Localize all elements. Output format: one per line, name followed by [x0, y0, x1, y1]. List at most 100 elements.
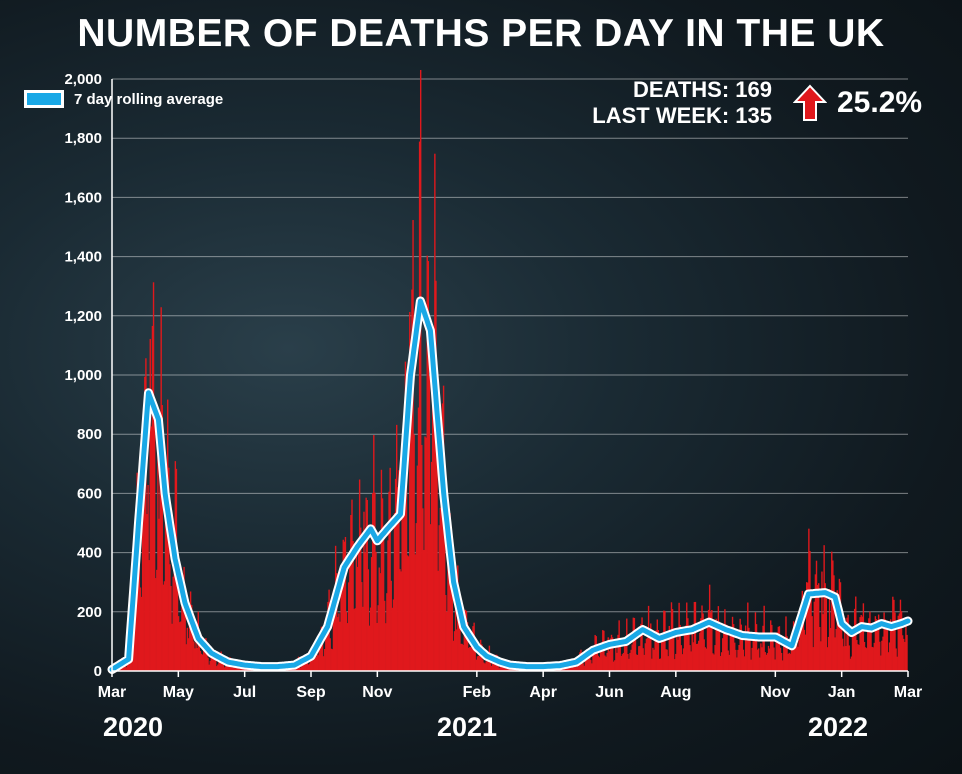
daily-bar	[316, 654, 318, 671]
daily-bar	[471, 646, 473, 671]
daily-bar	[180, 621, 182, 671]
daily-bar	[577, 661, 579, 671]
daily-bar	[905, 620, 907, 671]
daily-bar	[755, 624, 758, 671]
daily-bar	[598, 657, 601, 671]
daily-bar	[418, 141, 421, 671]
daily-bar	[314, 657, 316, 671]
daily-bar	[466, 622, 469, 671]
daily-bar	[144, 376, 146, 671]
daily-bar	[768, 648, 771, 671]
daily-bar	[611, 637, 614, 671]
daily-bar	[196, 648, 198, 671]
daily-bar	[366, 499, 368, 671]
y-tick-label: 2,000	[64, 71, 102, 88]
daily-bar	[775, 636, 777, 671]
x-tick-label: Nov	[760, 684, 790, 701]
change-indicator: 25.2%	[793, 84, 922, 122]
daily-bar	[465, 610, 468, 671]
daily-bar	[684, 625, 687, 671]
daily-bar	[713, 654, 715, 671]
daily-bar	[467, 647, 470, 671]
daily-bar	[841, 638, 844, 671]
daily-bar	[824, 583, 826, 671]
daily-bar	[183, 566, 185, 671]
daily-bar	[353, 609, 355, 671]
daily-bar	[162, 584, 165, 671]
daily-bar	[417, 407, 420, 671]
daily-bar	[210, 649, 213, 671]
daily-bar	[599, 651, 602, 671]
daily-bar	[126, 660, 129, 671]
daily-bar	[403, 457, 406, 671]
daily-bar	[825, 598, 828, 671]
change-percent: 25.2%	[837, 86, 923, 119]
daily-bar	[375, 551, 377, 671]
daily-bar	[156, 569, 158, 671]
daily-bar	[402, 432, 404, 671]
daily-bar	[373, 435, 375, 671]
daily-bar	[829, 627, 832, 671]
daily-bar	[125, 667, 127, 671]
daily-bar	[600, 642, 603, 671]
daily-bar	[862, 603, 865, 671]
daily-bar	[708, 584, 711, 671]
daily-bar	[440, 462, 443, 671]
daily-bar	[858, 644, 860, 671]
daily-bar	[483, 662, 485, 671]
daily-bar	[690, 651, 692, 671]
daily-bar	[741, 638, 744, 671]
daily-bar	[743, 656, 746, 671]
daily-bar	[205, 638, 207, 671]
daily-bar	[380, 469, 383, 671]
daily-bar	[424, 436, 426, 671]
daily-bar	[639, 645, 641, 671]
daily-bar	[339, 621, 341, 671]
daily-bar	[789, 653, 792, 671]
daily-bar	[407, 556, 410, 671]
daily-bar	[365, 497, 367, 671]
daily-bar	[619, 645, 621, 671]
daily-bar	[507, 668, 509, 671]
daily-bar	[632, 617, 635, 671]
daily-bar	[843, 646, 845, 671]
daily-bar	[805, 582, 808, 671]
daily-bar	[800, 607, 802, 671]
daily-bar	[391, 607, 394, 671]
daily-bar	[885, 622, 887, 671]
daily-bar	[877, 614, 880, 671]
daily-bar	[461, 643, 463, 671]
daily-bar	[349, 562, 351, 671]
daily-bar	[193, 641, 195, 671]
daily-bar	[388, 491, 390, 671]
daily-bar	[326, 616, 328, 671]
daily-bar	[485, 661, 487, 671]
daily-bar	[734, 642, 736, 671]
daily-bar	[300, 667, 302, 671]
daily-bar	[759, 657, 761, 671]
daily-bar	[659, 658, 662, 671]
daily-bar	[367, 569, 370, 671]
daily-bar	[223, 667, 226, 671]
deaths-stat: DEATHS: 169	[633, 77, 772, 102]
daily-bar	[209, 660, 211, 671]
daily-bar	[436, 437, 438, 671]
daily-bar	[605, 656, 607, 671]
daily-bar	[609, 638, 612, 671]
daily-bar	[879, 641, 881, 671]
daily-bar	[168, 467, 170, 671]
y-tick-label: 400	[77, 545, 102, 562]
daily-bar	[682, 648, 685, 671]
daily-bar	[699, 632, 701, 671]
daily-bar	[791, 648, 794, 671]
daily-bar	[195, 636, 197, 671]
daily-bar	[354, 608, 356, 671]
daily-bar	[906, 634, 908, 671]
daily-bar	[238, 668, 241, 671]
daily-bar	[802, 615, 805, 671]
daily-bar	[704, 647, 706, 671]
daily-bar	[310, 661, 313, 671]
daily-bar	[668, 625, 670, 671]
daily-bar	[735, 649, 737, 671]
